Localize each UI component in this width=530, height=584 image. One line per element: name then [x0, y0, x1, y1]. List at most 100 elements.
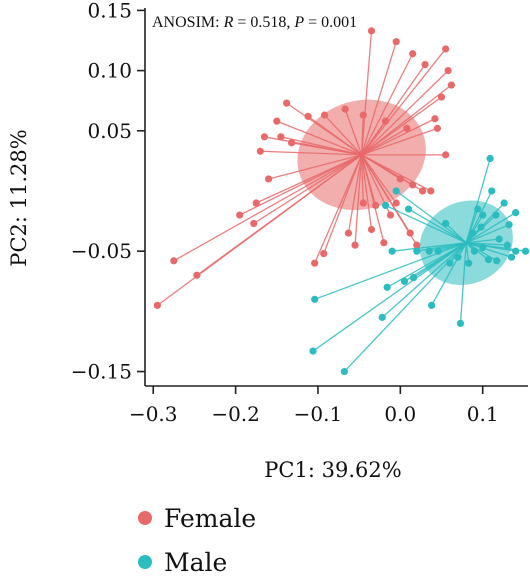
female-point-17 — [273, 117, 281, 125]
male-point-3 — [512, 209, 520, 217]
female-point-44 — [359, 199, 367, 207]
male-spoke-4 — [465, 224, 510, 244]
male-spoke-29 — [431, 242, 467, 306]
female-spoke-43 — [360, 154, 377, 206]
female-spoke-42 — [361, 154, 397, 204]
female-point-30 — [320, 249, 328, 258]
male-point-16 — [484, 255, 493, 264]
female-point-28 — [153, 301, 161, 309]
female-point-41 — [413, 241, 421, 249]
female-spoke-6 — [361, 84, 452, 156]
female-spoke-4 — [361, 48, 447, 156]
male-spoke-35 — [408, 208, 467, 244]
female-point-27 — [193, 271, 201, 279]
female-point-6 — [447, 81, 455, 89]
male-spoke-30 — [459, 242, 467, 324]
female-point-35 — [386, 211, 395, 219]
female-spoke-24 — [253, 154, 362, 225]
female-spoke-11 — [361, 120, 387, 156]
female-spoke-21 — [260, 150, 362, 156]
female-point-38 — [418, 187, 427, 195]
anosim-annotation: ANOSIM: R = 0.518, P = 0.001 — [152, 14, 357, 31]
female-spoke-5 — [361, 70, 449, 156]
female-spoke-8 — [361, 118, 436, 156]
male-spoke-3 — [465, 212, 516, 244]
female-spoke-22 — [268, 154, 362, 180]
male-point-18 — [470, 247, 479, 255]
female-spoke-25 — [239, 154, 362, 216]
female-point-12 — [359, 111, 367, 119]
male-point-11 — [503, 241, 512, 249]
legend-item-male: Male — [138, 540, 256, 584]
male-point-8 — [477, 223, 485, 231]
male-spoke-28 — [381, 242, 467, 318]
female-point-29 — [311, 259, 319, 267]
male-spoke-31 — [312, 242, 467, 352]
male-point-29 — [428, 301, 436, 309]
female-spoke-13 — [344, 108, 363, 156]
female-point-3 — [421, 60, 429, 69]
male-spoke-10 — [466, 238, 500, 244]
male-point-24 — [413, 247, 421, 255]
male-point-7 — [474, 205, 482, 213]
female-spoke-12 — [360, 115, 364, 155]
male-spoke-15 — [465, 242, 498, 262]
female-point-36 — [396, 175, 404, 183]
male-spoke-0 — [465, 158, 491, 243]
female-point-45 — [442, 151, 450, 159]
female-point-40 — [406, 229, 414, 237]
male-point-6 — [479, 211, 487, 219]
male-point-0 — [486, 154, 494, 163]
male-point-38 — [442, 219, 450, 228]
female-point-13 — [341, 105, 349, 113]
male-point-2 — [500, 199, 508, 207]
y-tick-label-0: 0.15 — [87, 0, 132, 22]
male-point-12 — [512, 247, 520, 255]
female-point-31 — [344, 229, 353, 237]
female-spoke-1 — [360, 41, 397, 156]
male-spoke-38 — [445, 223, 467, 244]
female-spoke-14 — [324, 114, 363, 156]
female-spoke-41 — [361, 154, 418, 246]
male-point-37 — [392, 187, 400, 195]
male-point-33 — [400, 277, 409, 285]
female-spoke-7 — [361, 96, 442, 156]
x-tick-label-4: 0.1 — [467, 402, 499, 426]
male-point-17 — [479, 243, 487, 252]
female-spoke-33 — [360, 154, 373, 230]
female-point-15 — [304, 112, 312, 120]
pca-chart: 0.150.100.05−0.05−0.15−0.3 −0.2 −0.1 0.0 0.1… — [7, 0, 530, 482]
legend-label-male: Male — [164, 547, 228, 577]
female-point-23 — [252, 199, 260, 207]
legend-label-female: Female — [164, 503, 257, 533]
female-point-25 — [236, 211, 244, 219]
plot-area: 0.15 0.10 0.05 −0.05 −0.15 −0.3 −0.2 −0.1 0.0 0.1 — [71, 0, 530, 426]
x-tick-label-3: 0.0 — [384, 402, 416, 426]
female-point-20 — [260, 133, 269, 141]
female-point-24 — [250, 219, 258, 228]
female-spoke-2 — [361, 53, 414, 156]
female-point-26 — [170, 257, 178, 265]
male-point-13 — [521, 247, 530, 255]
male-point-30 — [456, 319, 465, 328]
female-point-11 — [381, 117, 390, 125]
male-point-23 — [425, 247, 433, 255]
female-point-42 — [392, 199, 400, 207]
female-point-2 — [409, 50, 417, 58]
male-point-25 — [388, 247, 396, 255]
female-marker-icon — [138, 511, 152, 525]
male-spoke-37 — [395, 190, 467, 244]
female-point-37 — [409, 181, 417, 189]
y-axis-title: PC2: 11.28% — [7, 129, 31, 266]
female-point-9 — [433, 124, 441, 132]
male-point-31 — [309, 347, 317, 355]
female-point-19 — [288, 139, 296, 147]
y-tick-label-2: 0.05 — [87, 119, 132, 143]
male-point-9 — [469, 229, 477, 237]
male-point-19 — [465, 259, 473, 267]
female-spoke-16 — [286, 102, 362, 156]
male-point-27 — [383, 283, 391, 291]
female-point-21 — [256, 147, 264, 155]
female-spoke-30 — [323, 154, 363, 254]
female-spoke-44 — [360, 154, 364, 204]
